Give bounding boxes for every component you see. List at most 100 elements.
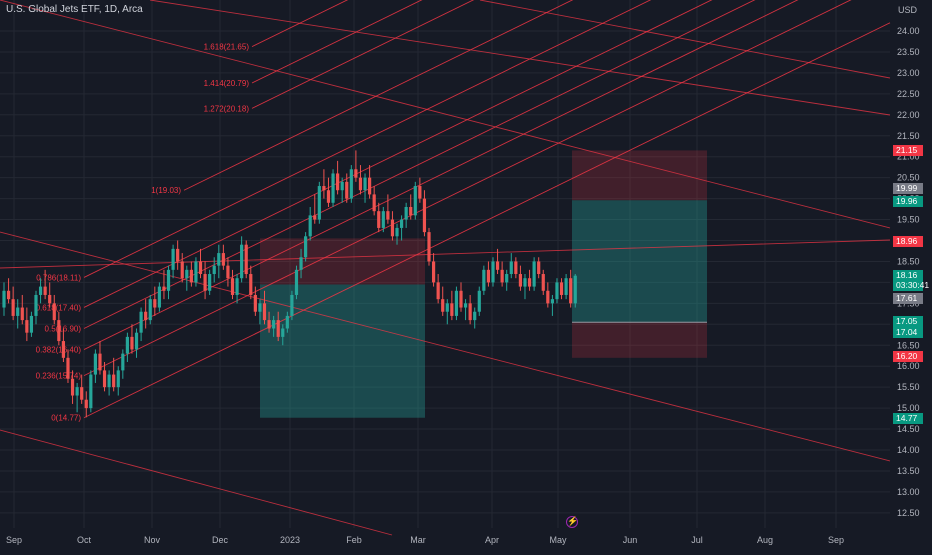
fib-line: [83, 0, 652, 278]
candle: [281, 324, 285, 346]
candle: [166, 265, 171, 300]
candle: [34, 290, 38, 325]
candle-body: [395, 227, 399, 237]
candle: [509, 253, 513, 279]
candle-body: [500, 269, 504, 283]
price-tick: 13.00: [897, 487, 920, 497]
position-1: [260, 238, 425, 418]
candle: [336, 160, 340, 195]
candle: [523, 274, 527, 300]
candle-body: [345, 181, 349, 199]
candle-body: [185, 269, 189, 279]
candle-body: [153, 299, 157, 308]
candle: [157, 282, 161, 312]
candle: [153, 286, 157, 316]
price-tag: 17.04: [893, 327, 923, 338]
candle-body: [427, 232, 431, 262]
price-tag-bg: [893, 236, 923, 247]
price-tag-text: 14.77: [896, 413, 918, 423]
fib-line: [83, 0, 799, 350]
price-tick: 16.50: [897, 340, 920, 350]
price-tag: 17.61: [893, 293, 923, 304]
price-tag-text: 19.96: [896, 196, 918, 206]
price-tag-text: 17.04: [896, 327, 918, 337]
candle: [518, 265, 523, 291]
replay-button[interactable]: ⚡: [566, 516, 578, 528]
trend-line: [0, 231, 891, 462]
fib-level: 0.382(16.40): [36, 0, 799, 355]
price-tick: 16.00: [897, 361, 920, 371]
candle: [198, 248, 203, 279]
candle-body: [16, 307, 20, 316]
symbol-title[interactable]: U.S. Global Jets ETF, 1D, Arca: [6, 4, 143, 15]
candle: [221, 244, 225, 270]
candle: [93, 349, 97, 383]
price-tag-bg: [893, 270, 923, 281]
candle: [61, 328, 66, 363]
price-tag: 17.05: [893, 316, 923, 327]
candle-body: [569, 278, 573, 304]
price-tick: 22.00: [897, 110, 920, 120]
candle-body: [125, 336, 129, 354]
candle: [272, 315, 276, 337]
fib-level: 0.786(18.11): [36, 0, 652, 282]
candle: [505, 269, 509, 291]
candle: [413, 181, 417, 220]
candle-body: [84, 399, 88, 409]
candle: [427, 227, 431, 266]
candle: [537, 257, 541, 279]
candle: [450, 290, 454, 321]
candle-body: [486, 269, 491, 283]
position-2: [572, 150, 707, 358]
candle: [112, 357, 116, 392]
candle: [107, 370, 111, 396]
fib-level: 0.236(15.74): [36, 0, 852, 381]
candle: [322, 169, 326, 199]
candle-body: [176, 248, 180, 262]
candle-body: [386, 211, 390, 220]
candle: [546, 282, 550, 308]
candle: [500, 261, 504, 287]
candle-body: [272, 320, 276, 329]
candle: [422, 190, 427, 237]
candle: [482, 265, 486, 295]
candle: [212, 257, 216, 283]
trend-lines[interactable]: [0, 0, 891, 536]
candle: [308, 206, 312, 241]
candle-body: [93, 353, 97, 375]
candle-body: [290, 294, 294, 316]
candle: [541, 269, 545, 295]
candle: [244, 240, 248, 279]
candle: [463, 299, 468, 321]
candle-body: [368, 177, 372, 195]
candle-body: [381, 211, 385, 228]
candle-body: [340, 181, 344, 191]
candle-body: [308, 215, 312, 237]
candle: [358, 165, 363, 195]
fib-level: 1(19.03): [151, 0, 574, 195]
candle: [486, 261, 491, 287]
stop-zone: [572, 150, 707, 201]
candle-body: [262, 303, 267, 321]
time-axis[interactable]: Sep Oct Nov Dec 2023 Feb Mar Apr May Jun Jul Aug Sep: [6, 535, 844, 545]
candle: [116, 366, 120, 396]
fib-label: 1(19.03): [151, 186, 181, 195]
candle-body: [230, 278, 235, 295]
price-tick: 14.50: [897, 424, 920, 434]
trend-line: [149, 0, 891, 116]
position-boxes[interactable]: [260, 150, 707, 418]
candle: [390, 211, 395, 241]
candle: [404, 202, 408, 228]
fib-line: [251, 0, 423, 84]
candle-body: [422, 198, 427, 233]
candle-body: [541, 274, 545, 291]
candle-body: [454, 290, 459, 316]
trend-line: [0, 0, 891, 229]
candle-body: [240, 244, 244, 279]
candle: [217, 244, 221, 279]
candle: [527, 269, 532, 291]
target-zone: [572, 200, 707, 323]
